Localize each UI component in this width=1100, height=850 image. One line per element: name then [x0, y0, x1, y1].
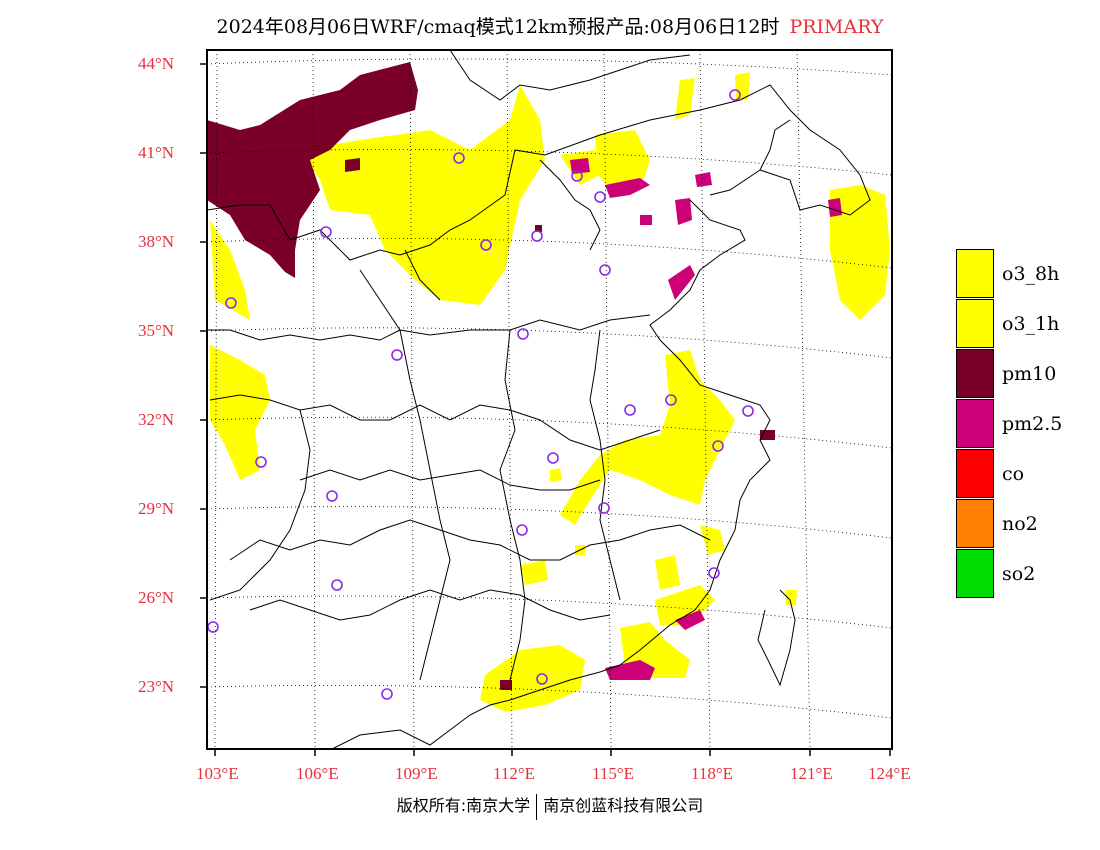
title-tag: PRIMARY: [789, 16, 884, 38]
legend-swatch: [956, 299, 994, 348]
legend: o3_8h o3_1h pm10 pm2.5 co no2 so2: [956, 249, 1086, 599]
legend-item-pm10: pm10: [956, 349, 1086, 399]
lat-label-38n: 38°N: [138, 232, 175, 251]
lon-label-118e: 118°E: [691, 764, 734, 783]
map-title: 2024年08月06日WRF/cmaq模式12km预报产品:08月06日12时 P…: [0, 12, 1100, 39]
legend-swatch: [956, 499, 994, 548]
legend-item-o3-1h: o3_1h: [956, 299, 1086, 349]
legend-item-no2: no2: [956, 499, 1086, 549]
lat-label-44n: 44°N: [138, 54, 175, 73]
legend-item-so2: so2: [956, 549, 1086, 599]
lat-label-41n: 41°N: [138, 143, 175, 162]
lon-label-121e: 121°E: [790, 764, 833, 783]
legend-label: no2: [1002, 513, 1038, 535]
lon-label-106e: 106°E: [296, 764, 339, 783]
lat-label-32n: 32°N: [138, 410, 175, 429]
lon-label-124e: 124°E: [868, 764, 911, 783]
footer-right: 南京创蓝科技有限公司: [543, 796, 704, 815]
lat-label-26n: 26°N: [138, 588, 175, 607]
legend-item-co: co: [956, 449, 1086, 499]
title-main: 2024年08月06日WRF/cmaq模式12km预报产品:08月06日12时: [216, 16, 780, 38]
axis-ticks: [200, 63, 891, 756]
legend-swatch: [956, 449, 994, 498]
lat-label-29n: 29°N: [138, 499, 175, 518]
legend-label: so2: [1002, 563, 1036, 585]
legend-swatch: [956, 549, 994, 598]
lon-label-109e: 109°E: [395, 764, 438, 783]
footer-separator: [536, 793, 538, 820]
legend-label: pm2.5: [1002, 413, 1063, 435]
legend-swatch: [956, 249, 994, 298]
map-frame: [206, 49, 893, 750]
legend-swatch: [956, 349, 994, 398]
legend-item-pm25: pm2.5: [956, 399, 1086, 449]
lon-label-103e: 103°E: [196, 764, 239, 783]
legend-label: co: [1002, 463, 1025, 485]
lat-label-23n: 23°N: [138, 677, 175, 696]
legend-label: pm10: [1002, 363, 1057, 385]
legend-label: o3_1h: [1002, 313, 1060, 335]
pm10-field: [207, 62, 775, 690]
legend-label: o3_8h: [1002, 263, 1060, 285]
pm25-field: [570, 158, 842, 680]
lat-label-35n: 35°N: [138, 321, 175, 340]
copyright-footer: 版权所有:南京大学 南京创蓝科技有限公司: [0, 792, 1100, 820]
footer-left: 版权所有:南京大学: [396, 796, 531, 815]
legend-item-o3-8h: o3_8h: [956, 249, 1086, 299]
lon-label-112e: 112°E: [493, 764, 536, 783]
lon-label-115e: 115°E: [592, 764, 635, 783]
legend-swatch: [956, 399, 994, 448]
graticule: [207, 50, 892, 749]
station-markers: [207, 89, 754, 700]
boundary-lines: [207, 50, 871, 749]
